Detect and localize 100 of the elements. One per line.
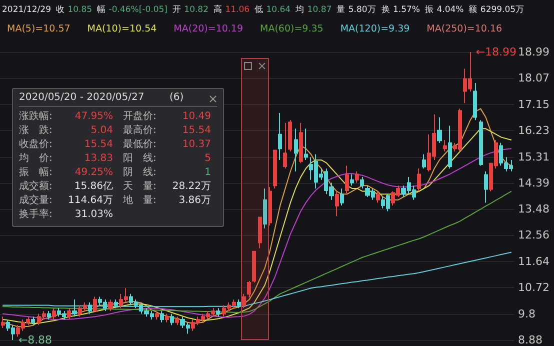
- candlestick: [288, 120, 292, 152]
- y-tick-label: 14.39: [518, 176, 550, 190]
- annotation: 阴 线:: [123, 166, 158, 180]
- annotation: 49.25%: [74, 166, 113, 180]
- candlestick: [258, 216, 262, 249]
- candlestick: [165, 313, 169, 323]
- annotation: 3.86万: [178, 194, 211, 208]
- line-series: [2, 190, 512, 313]
- annotation: 最高价:: [123, 124, 158, 138]
- y-tick-label: 9.8: [518, 307, 536, 320]
- text: MA(5)=10.57: [7, 24, 70, 34]
- candlestick: [345, 165, 349, 195]
- y-tick-label: 18.99: [518, 46, 550, 58]
- text: 低 10.64: [254, 5, 291, 15]
- annotation: 开盘价:: [123, 110, 158, 124]
- annotation: 47.95%: [74, 110, 113, 124]
- candlestick: [93, 296, 97, 312]
- y-tick-label: 15.31: [518, 150, 550, 164]
- y-tick-label: 8.88: [518, 334, 542, 346]
- candlestick: [160, 310, 164, 323]
- text: 2021/12/29: [2, 5, 51, 15]
- candlestick: [252, 250, 256, 283]
- annotation: 天 量:: [123, 180, 158, 194]
- annotation: 涨跌幅:: [19, 110, 54, 124]
- text: 额 6299.05万: [468, 5, 525, 15]
- y-tick-label: 13.48: [518, 202, 550, 216]
- annotation: 10.49: [181, 110, 211, 124]
- annotation: 10.37: [181, 138, 211, 152]
- candlestick: [47, 310, 51, 320]
- text: MA(60)=9.35: [260, 24, 324, 34]
- text: MA(20)=10.19: [174, 24, 244, 34]
- candlestick: [335, 190, 339, 217]
- candlestick: [360, 176, 364, 189]
- annotation: 13.83: [83, 152, 113, 166]
- y-tick-label: 12.56: [518, 228, 550, 242]
- text: 振 4.04%: [425, 5, 464, 15]
- annotation: 均 价:: [19, 152, 54, 166]
- candlestick: [340, 188, 344, 206]
- candlestick: [247, 280, 251, 298]
- candlestick: [175, 316, 179, 326]
- annotation: 振 幅:: [19, 166, 54, 180]
- text: 幅 -0.46%[-0.05]: [97, 5, 168, 15]
- candlestick: [67, 308, 71, 320]
- text: MA(120)=9.39: [340, 24, 410, 34]
- y-tick-label: 17.15: [518, 98, 550, 111]
- annotation: ←18.99: [476, 46, 517, 58]
- text: 量 5.80万: [336, 5, 376, 15]
- text: 收 10.85: [56, 5, 92, 15]
- annotation: 收盘价:: [19, 138, 54, 152]
- annotation: 5: [204, 152, 211, 166]
- y-tick-label: 16.23: [518, 124, 550, 138]
- annotation: 成交额:: [19, 180, 54, 194]
- annotation: 15.54: [83, 138, 113, 152]
- candlestick: [304, 128, 308, 160]
- annotation: 114.64万: [67, 194, 113, 208]
- annotation: 最低价:: [123, 138, 158, 152]
- candlestick: [155, 310, 159, 320]
- candlestick: [52, 308, 56, 320]
- annotation: 31.03%: [74, 208, 113, 222]
- text: 高 11.06: [214, 5, 250, 15]
- text: 换 1.57%: [381, 5, 420, 15]
- candlestick: [484, 170, 488, 204]
- candlestick: [448, 125, 452, 170]
- legend-label: MA(250)=10.16: [426, 24, 502, 34]
- annotation: 15.86亿: [73, 180, 113, 194]
- annotation: ←8.88: [18, 334, 52, 346]
- y-tick-label: 18.07: [518, 72, 550, 85]
- annotation: 地 量:: [123, 194, 158, 208]
- candlestick: [108, 299, 113, 312]
- candlestick: [31, 316, 35, 326]
- annotation: 1: [204, 166, 211, 180]
- annotation: 28.22万: [171, 180, 211, 194]
- y-tick-label: 11.64: [518, 254, 550, 268]
- candlestick: [273, 150, 277, 189]
- candlestick: [1, 316, 5, 329]
- candlestick: [350, 174, 354, 186]
- annotation: 涨 跌:: [19, 124, 54, 138]
- candlestick: [294, 128, 298, 172]
- text: 均 10.87: [296, 5, 332, 15]
- candlestick: [299, 122, 303, 164]
- candlestick: [263, 188, 267, 229]
- candlestick: [268, 186, 272, 226]
- candlestick: [417, 168, 421, 192]
- candlestick: [437, 116, 442, 144]
- candlestick: [376, 190, 380, 204]
- annotation: 5.04: [90, 124, 113, 138]
- candlestick: [443, 140, 447, 152]
- candlestick: [170, 313, 174, 326]
- candlestick: [283, 122, 287, 170]
- annotation: 阳 线:: [123, 152, 158, 166]
- annotation: 15.54: [181, 124, 211, 138]
- candlestick: [242, 293, 246, 309]
- candlestick: [355, 170, 359, 184]
- text: 开 10.82: [172, 5, 208, 15]
- text: MA(10)=10.54: [87, 24, 157, 34]
- candlestick: [473, 82, 477, 121]
- annotation: (6): [170, 92, 184, 103]
- candlestick: [479, 120, 483, 166]
- annotation: 成交量:: [19, 194, 54, 208]
- candlestick: [278, 112, 282, 160]
